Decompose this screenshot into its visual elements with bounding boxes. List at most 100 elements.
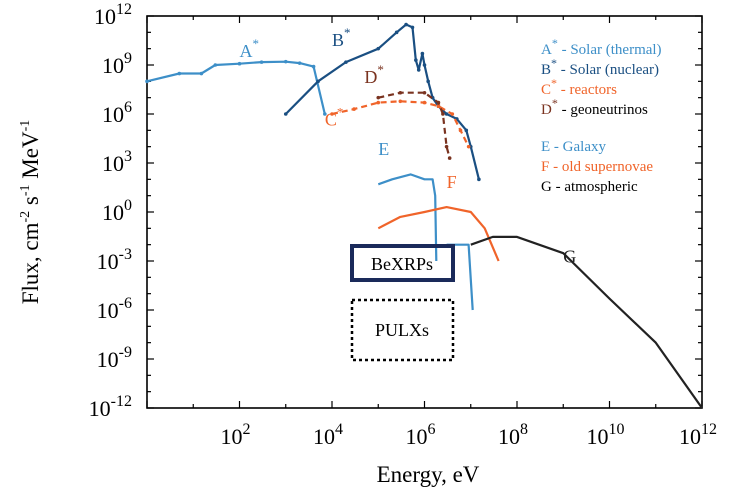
legend-text: - Solar (thermal) [558, 42, 662, 58]
legend-star: * [551, 56, 557, 70]
y-tick-base: 10 [102, 53, 124, 78]
bexrps-label: BeXRPs [371, 254, 433, 274]
legend-text: - atmospheric [552, 179, 638, 195]
series-c-point [352, 107, 356, 111]
series-a-point [323, 112, 327, 116]
x-tick-base: 10 [221, 424, 243, 449]
legend-item-b: B* - Solar (nuclear) [541, 56, 659, 78]
legend-letter: G [541, 179, 552, 195]
y-tick-exp: 0 [124, 197, 132, 214]
series-b-point [414, 58, 418, 62]
series-b-point [477, 177, 481, 182]
curve-label-c: C* [325, 104, 344, 129]
legend-letter: A [541, 42, 552, 58]
series-b-point [426, 79, 430, 84]
curve-label-g: G [563, 247, 576, 267]
series-c-point [436, 104, 441, 109]
series-b-point [344, 60, 348, 64]
series-b-point [316, 79, 320, 84]
curve-label-d: D* [364, 62, 384, 87]
y-tick-exp: -6 [119, 295, 132, 312]
y-axis-title-exp3: -1 [18, 120, 33, 132]
series-c-point [422, 100, 427, 105]
y-tick-label: 10-6 [97, 295, 132, 323]
legend-star: * [551, 76, 557, 90]
y-tick-label: 10-9 [97, 344, 132, 372]
curve-label-letter: E [378, 139, 389, 159]
bexrps-box [350, 244, 455, 282]
x-tick-base: 10 [406, 424, 428, 449]
series-d-point [444, 144, 449, 149]
pulxs-box [350, 298, 455, 362]
y-tick-label: 10-3 [97, 246, 132, 274]
series-b-point [404, 22, 408, 27]
x-tick-exp: 12 [701, 421, 717, 438]
series-layer [145, 22, 703, 409]
pulxs-label: PULXs [375, 320, 429, 340]
y-tick-label: 10-12 [89, 393, 132, 421]
series-b-point [416, 68, 421, 72]
x-tick-exp: 10 [609, 421, 625, 438]
curve-label-letter: D [364, 67, 377, 87]
y-tick-base: 10 [97, 347, 119, 372]
series-a-point [297, 61, 302, 65]
series-b-point [410, 25, 415, 30]
x-tick-label: 102 [221, 421, 251, 449]
legend-text: - Solar (nuclear) [557, 62, 659, 78]
series-a-point [199, 71, 204, 76]
y-tick-base: 10 [102, 200, 124, 225]
y-axis-title: Flux, cm-2 s-1 MeV-1 [18, 120, 43, 305]
x-tick-base: 10 [587, 424, 609, 449]
legend-star: * [552, 96, 558, 110]
series-f-line [377, 206, 500, 262]
x-tick-exp: 8 [520, 421, 528, 438]
x-tick-exp: 4 [335, 421, 343, 438]
y-tick-base: 10 [102, 151, 124, 176]
y-axis-title-exp2: -1 [18, 184, 33, 196]
series-d-point [441, 112, 445, 116]
legend-item-f: F - old supernovae [541, 159, 653, 175]
series-b-point [464, 128, 469, 133]
y-tick-base: 10 [97, 298, 119, 323]
y-tick-label: 103 [102, 148, 132, 176]
y-tick-label: 109 [102, 50, 132, 78]
y-tick-exp: -12 [111, 393, 132, 410]
y-tick-base: 10 [94, 4, 116, 29]
series-b-point [420, 51, 425, 56]
series-d-point [447, 156, 452, 160]
x-tick-base: 10 [313, 424, 335, 449]
legend-letter: D [541, 102, 552, 118]
curve-label-star: * [253, 36, 260, 51]
series-c-line [331, 100, 470, 148]
y-tick-exp: -9 [119, 344, 132, 361]
x-tick-base: 10 [498, 424, 520, 449]
series-b-point [394, 30, 399, 35]
curve-label-star: * [344, 25, 351, 40]
legend-text: - old supernovae [549, 159, 653, 175]
curve-label-letter: G [563, 247, 576, 267]
x-tick-label: 1010 [587, 421, 625, 449]
series-b-point [283, 112, 288, 116]
x-axis-title: Energy, eV [377, 462, 480, 487]
x-tick-exp: 6 [428, 421, 436, 438]
series-c-point [458, 128, 463, 133]
x-tick-label: 1012 [679, 421, 717, 449]
y-tick-exp: -3 [119, 246, 132, 263]
series-a-point [259, 60, 264, 64]
series-a-point [237, 61, 242, 66]
legend-letter: F [541, 159, 549, 175]
y-tick-base: 10 [102, 102, 124, 127]
series-a-point [283, 59, 288, 64]
series-a-point [177, 71, 182, 76]
curve-label-letter: C [325, 109, 337, 129]
x-tick-label: 108 [498, 421, 528, 449]
legend-text: - Galaxy [550, 139, 606, 155]
legend: A* - Solar (thermal)B* - Solar (nuclear)… [541, 36, 662, 195]
y-axis-title-exp1: -2 [18, 211, 33, 223]
curve-label-letter: F [447, 172, 457, 192]
y-axis-title-flux: Flux, cm [18, 222, 43, 304]
y-tick-exp: 12 [116, 1, 132, 18]
x-tick-base: 10 [679, 424, 701, 449]
